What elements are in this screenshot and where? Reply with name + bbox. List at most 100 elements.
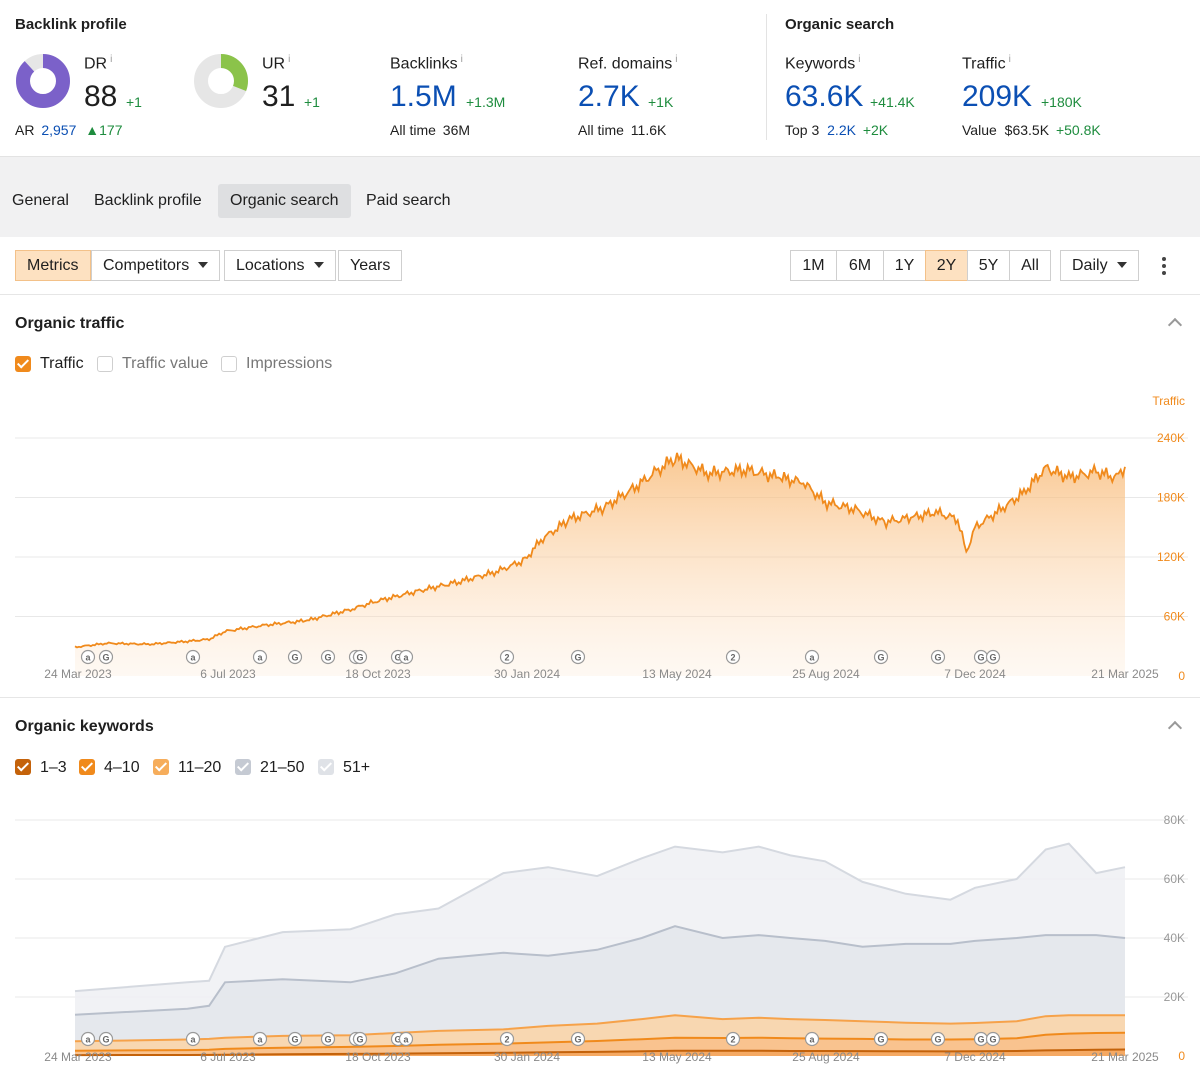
- tab-general[interactable]: General: [12, 192, 69, 209]
- impressions-checkbox[interactable]: [221, 356, 237, 372]
- annotation-marker[interactable]: 2: [499, 649, 515, 665]
- annotation-marker[interactable]: G: [287, 1031, 303, 1047]
- keywords-line-51+[interactable]: [74, 842, 1126, 993]
- collapse-chevron-icon[interactable]: [1167, 720, 1183, 736]
- annotation-marker[interactable]: G: [973, 1031, 989, 1047]
- range-2y-button[interactable]: 2Y: [925, 250, 968, 281]
- collapse-chevron-icon[interactable]: [1167, 317, 1183, 333]
- dr-label[interactable]: DR i: [84, 54, 113, 73]
- pos-1-3-checkbox[interactable]: [15, 759, 31, 775]
- svg-text:G: G: [394, 653, 401, 663]
- svg-text:G: G: [977, 1035, 984, 1045]
- annotation-marker[interactable]: a: [252, 649, 268, 665]
- svg-text:a: a: [190, 1035, 196, 1045]
- organic-traffic-chart: Traffic 240K 180K 120K 60K 0 24 Mar 2023 6 Jul …: [15, 394, 1188, 683]
- annotation-marker[interactable]: G: [98, 649, 114, 665]
- info-icon[interactable]: i: [288, 54, 291, 65]
- annotation-marker[interactable]: a: [185, 649, 201, 665]
- annotation-marker[interactable]: G: [98, 1031, 114, 1047]
- backlinks-label[interactable]: Backlinks i: [390, 54, 463, 73]
- ref-domains-value[interactable]: 2.7K: [578, 80, 640, 113]
- annotation-marker[interactable]: 2: [725, 1031, 741, 1047]
- annotation-marker[interactable]: G: [320, 1031, 336, 1047]
- annotation-marker[interactable]: a: [252, 1031, 268, 1047]
- pos-4-10-checkbox[interactable]: [79, 759, 95, 775]
- years-button[interactable]: Years: [338, 250, 403, 281]
- range-1m-button[interactable]: 1M: [790, 250, 837, 281]
- annotation-marker[interactable]: G: [320, 649, 336, 665]
- backlinks-value[interactable]: 1.5M: [390, 80, 457, 113]
- traffic-value-checkbox-label[interactable]: Traffic value: [122, 355, 209, 372]
- pos-11-20-label[interactable]: 11–20: [178, 759, 222, 776]
- annotation-marker[interactable]: a: [398, 649, 414, 665]
- impressions-checkbox-label[interactable]: Impressions: [246, 355, 333, 372]
- tab-backlink-profile[interactable]: Backlink profile: [94, 192, 202, 209]
- top3-value[interactable]: 2.2K: [827, 122, 856, 138]
- ar-value[interactable]: 2,957: [41, 122, 77, 138]
- tab-paid-search[interactable]: Paid search: [366, 192, 451, 209]
- ref-domains-label[interactable]: Ref. domains i: [578, 54, 678, 73]
- annotation-marker[interactable]: a: [80, 649, 96, 665]
- annotation-marker[interactable]: G: [287, 649, 303, 665]
- range-1y-button[interactable]: 1Y: [883, 250, 926, 281]
- annotation-marker[interactable]: 2: [499, 1031, 515, 1047]
- traffic-checkbox-label[interactable]: Traffic: [40, 355, 84, 372]
- annotation-marker[interactable]: G: [985, 1031, 1001, 1047]
- annotation-marker[interactable]: G: [352, 1031, 368, 1047]
- keywords-label[interactable]: Keywords i: [785, 54, 861, 73]
- annotation-marker[interactable]: G: [873, 1031, 889, 1047]
- traffic-value[interactable]: 209K: [962, 80, 1033, 113]
- annotation-marker[interactable]: a: [804, 1031, 820, 1047]
- keywords-line-4–10[interactable]: [74, 1031, 1126, 1052]
- pos-51-plus-label[interactable]: 51+: [343, 759, 371, 776]
- info-icon[interactable]: i: [858, 54, 861, 65]
- annotation-marker[interactable]: a: [185, 1031, 201, 1047]
- svg-text:G: G: [989, 1035, 996, 1045]
- annotation-marker[interactable]: a: [80, 1031, 96, 1047]
- traffic-line[interactable]: [74, 452, 1126, 649]
- range-all-button[interactable]: All: [1009, 250, 1051, 281]
- annotation-marker[interactable]: G: [873, 649, 889, 665]
- annotation-marker[interactable]: G: [352, 649, 368, 665]
- traffic-value-checkbox[interactable]: [97, 356, 113, 372]
- traffic-label[interactable]: Traffic i: [962, 54, 1011, 73]
- pos-4-10-label[interactable]: 4–10: [104, 759, 140, 776]
- keywords-line-21–50[interactable]: [74, 925, 1126, 1016]
- info-icon[interactable]: i: [110, 54, 113, 65]
- pos-1-3-label[interactable]: 1–3: [40, 759, 67, 776]
- granularity-dropdown[interactable]: Daily: [1060, 250, 1139, 281]
- info-icon[interactable]: i: [1008, 54, 1011, 65]
- range-6m-button[interactable]: 6M: [836, 250, 884, 281]
- range-5y-button[interactable]: 5Y: [967, 250, 1010, 281]
- metrics-button[interactable]: Metrics: [15, 250, 91, 281]
- annotation-marker[interactable]: G: [570, 649, 586, 665]
- annotation-marker[interactable]: G: [930, 649, 946, 665]
- more-options-icon[interactable]: [1162, 257, 1166, 278]
- dr-donut-chart: [16, 54, 70, 108]
- ur-label[interactable]: UR i: [262, 54, 291, 73]
- keywords-line-1–3[interactable]: [74, 1048, 1126, 1057]
- pos-51-plus-checkbox[interactable]: [318, 759, 334, 775]
- keywords-value[interactable]: 63.6K: [785, 80, 864, 113]
- pos-21-50-label[interactable]: 21–50: [260, 759, 305, 776]
- annotation-marker[interactable]: G: [973, 649, 989, 665]
- pos-11-20-checkbox[interactable]: [153, 759, 169, 775]
- svg-text:G: G: [394, 1035, 401, 1045]
- competitors-dropdown[interactable]: Competitors: [91, 250, 221, 281]
- x-tick-label: 21 Mar 2025: [1091, 1050, 1159, 1064]
- traffic-checkbox[interactable]: [15, 356, 31, 372]
- y-tick-label: 0: [1178, 669, 1185, 683]
- locations-dropdown[interactable]: Locations: [224, 250, 336, 281]
- annotation-marker[interactable]: G: [930, 1031, 946, 1047]
- annotation-marker[interactable]: a: [398, 1031, 414, 1047]
- tab-organic-search[interactable]: Organic search: [218, 184, 351, 218]
- info-icon[interactable]: i: [460, 54, 463, 65]
- annotation-marker[interactable]: G: [570, 1031, 586, 1047]
- info-icon[interactable]: i: [675, 54, 678, 65]
- pos-21-50-checkbox[interactable]: [235, 759, 251, 775]
- ur-value: 31: [262, 80, 296, 113]
- caret-down-icon: [198, 262, 209, 268]
- annotation-marker[interactable]: a: [804, 649, 820, 665]
- annotation-marker[interactable]: 2: [725, 649, 741, 665]
- annotation-marker[interactable]: G: [985, 649, 1001, 665]
